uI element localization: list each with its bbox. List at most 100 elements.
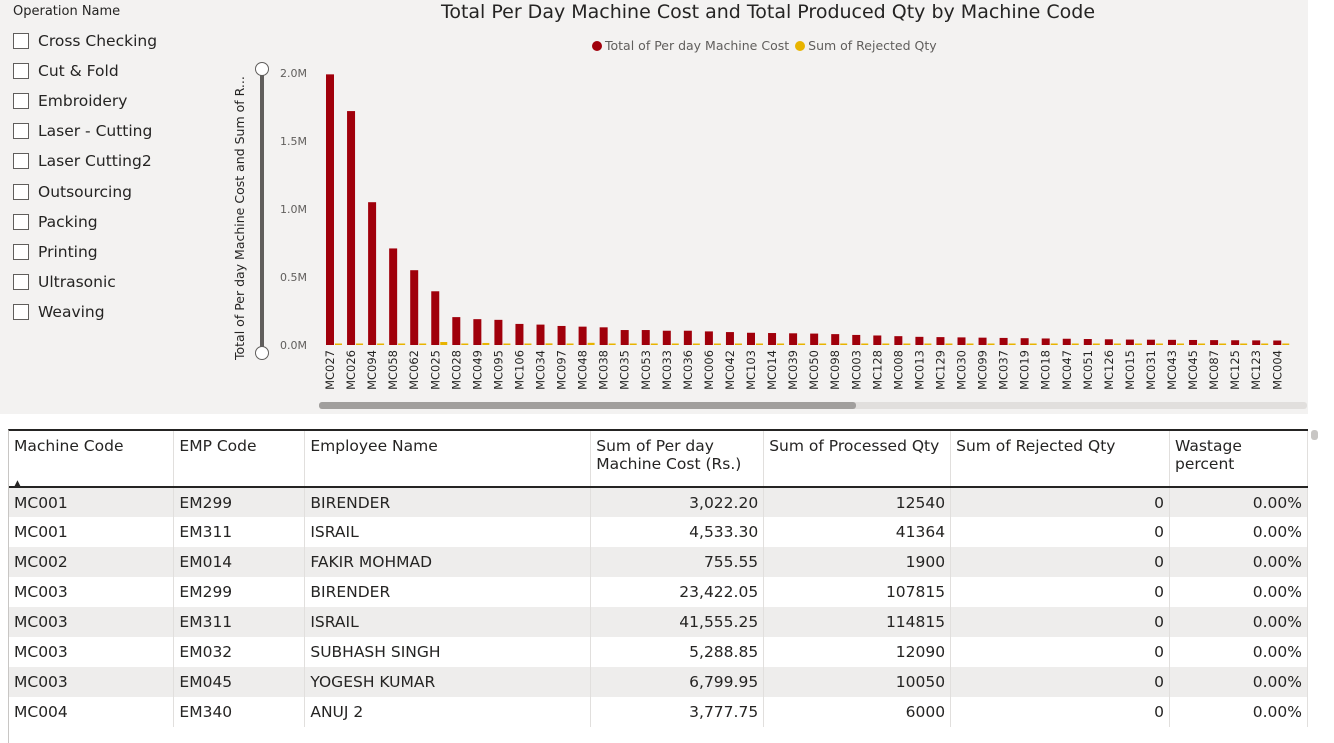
chart-scrollbar-thumb[interactable] [319, 402, 856, 409]
bar-rejected-qty [756, 343, 763, 345]
checkbox[interactable] [13, 33, 29, 50]
checkbox[interactable] [13, 63, 29, 80]
bar-machine-cost [915, 336, 924, 345]
bar-machine-cost [810, 333, 819, 345]
table-cell: EM045 [173, 667, 306, 697]
bar-machine-cost [515, 323, 524, 345]
table-row[interactable]: MC003 EM311 ISRAIL 41,555.25 114815 0 0.00% [9, 607, 1308, 637]
column-header[interactable]: EMP Code [173, 431, 306, 488]
y-axis-zoom-slider[interactable] [260, 68, 264, 354]
bar-machine-cost [1273, 340, 1282, 345]
column-header[interactable]: Sum of Rejected Qty [950, 431, 1170, 488]
x-tick-label: MC103 [744, 350, 758, 390]
bar-machine-cost [1020, 338, 1029, 345]
slicer-item[interactable]: Embroidery [13, 86, 157, 116]
table-cell: 0 [950, 547, 1170, 577]
x-tick-label: MC125 [1228, 350, 1242, 390]
column-header[interactable]: Machine Code ▲ [9, 431, 175, 489]
zoom-slider-bottom-handle[interactable] [255, 346, 269, 360]
bar-machine-cost [852, 334, 861, 345]
table-cell: MC001 [9, 487, 175, 517]
bar-rejected-qty [945, 343, 953, 345]
table-cell: FAKIR MOHMAD [304, 547, 592, 577]
bar-rejected-qty [1177, 343, 1184, 345]
bar-machine-cost [1041, 338, 1050, 345]
column-header[interactable]: Sum of Per day Machine Cost (Rs.) [590, 431, 765, 488]
x-tick-label: MC006 [702, 350, 716, 390]
legend-label: Sum of Rejected Qty [808, 38, 937, 53]
checkbox[interactable] [13, 93, 29, 110]
slicer-list: Cross Checking Cut & Fold Embroidery Laser … [13, 26, 157, 327]
column-header[interactable]: Sum of Processed Qty [763, 431, 952, 488]
table-cell: EM311 [173, 607, 306, 637]
slicer-item[interactable]: Cut & Fold [13, 56, 157, 86]
x-tick-label: MC008 [891, 350, 905, 390]
slicer-item[interactable]: Laser - Cutting [13, 116, 157, 146]
slicer-item[interactable]: Laser Cutting2 [13, 146, 157, 176]
slicer-item[interactable]: Weaving [13, 297, 157, 327]
table-cell: 0.00% [1169, 487, 1308, 517]
bar-rejected-qty [1092, 343, 1100, 345]
table-cell: 755.55 [590, 547, 765, 577]
bar-machine-cost [641, 330, 650, 345]
bar-machine-cost [789, 333, 798, 345]
sort-ascending-icon[interactable]: ▲ [14, 479, 21, 489]
column-header[interactable]: Employee Name [304, 431, 592, 488]
checkbox[interactable] [13, 183, 29, 200]
bar-rejected-qty [1071, 343, 1079, 345]
x-tick-label: MC045 [1186, 350, 1200, 390]
x-tick-label: MC129 [933, 350, 947, 390]
checkbox[interactable] [13, 153, 29, 170]
bar-rejected-qty [461, 343, 469, 345]
bar-machine-cost [1168, 339, 1176, 345]
table-cell: 0 [950, 637, 1170, 667]
bar-chart: 2.0M 1.5M 1.0M 0.5M 0.0M MC027 MC026 MC094 MC058… [280, 67, 1290, 390]
table-row[interactable]: MC002 EM014 FAKIR MOHMAD 755.55 1900 0 0.00% [9, 547, 1308, 577]
x-tick-label: MC049 [470, 350, 484, 390]
slicer-item[interactable]: Outsourcing [13, 176, 157, 206]
x-tick-label: MC123 [1249, 350, 1263, 390]
legend-item[interactable]: Total of Per day Machine Cost [592, 38, 789, 53]
slicer-item-label: Printing [38, 242, 98, 261]
table-cell: 10050 [763, 667, 952, 697]
table-cell: 107815 [763, 577, 952, 607]
table-cell: BIRENDER [304, 487, 592, 517]
x-tick-label: MC087 [1207, 350, 1221, 390]
bar-machine-cost [831, 334, 840, 345]
legend-item[interactable]: Sum of Rejected Qty [795, 38, 937, 53]
slicer-item[interactable]: Cross Checking [13, 26, 157, 56]
zoom-slider-top-handle[interactable] [255, 62, 269, 76]
bar-machine-cost [599, 327, 608, 345]
table-row[interactable]: MC001 EM311 ISRAIL 4,533.30 41364 0 0.00% [9, 517, 1308, 547]
bar-machine-cost [1125, 339, 1134, 345]
x-tick-label: MC013 [912, 350, 926, 390]
table-row[interactable]: MC003 EM299 BIRENDER 23,422.05 107815 0 0.00% [9, 577, 1308, 607]
bar-machine-cost [725, 332, 734, 345]
checkbox[interactable] [13, 273, 29, 290]
table-row[interactable]: MC003 EM032 SUBHASH SINGH 5,288.85 12090 0 0.0… [9, 637, 1308, 667]
table-row[interactable]: MC004 EM340 ANUJ 2 3,777.75 6000 0 0.00% [9, 697, 1308, 727]
slicer-item-label: Laser Cutting2 [38, 152, 152, 171]
slicer-item-label: Cross Checking [38, 32, 158, 51]
bar-machine-cost [873, 335, 882, 345]
checkbox[interactable] [13, 123, 29, 140]
bar-rejected-qty [692, 343, 700, 345]
table-body: MC001 EM299 BIRENDER 3,022.20 12540 0 0.00% MC0… [9, 487, 1308, 727]
table-scrollbar[interactable] [1311, 430, 1318, 440]
checkbox[interactable] [13, 303, 29, 320]
checkbox[interactable] [13, 213, 29, 230]
checkbox[interactable] [13, 243, 29, 260]
bar-rejected-qty [1113, 343, 1121, 345]
column-header[interactable]: Wastage percent [1169, 431, 1308, 488]
bar-machine-cost [1189, 339, 1198, 345]
x-tick-label: MC003 [849, 350, 863, 390]
slicer-item[interactable]: Printing [13, 237, 157, 267]
legend-dot-icon [795, 40, 806, 51]
bar-rejected-qty [419, 343, 427, 345]
x-tick-label: MC034 [534, 350, 548, 390]
bar-machine-cost [326, 74, 334, 346]
table-row[interactable]: MC001 EM299 BIRENDER 3,022.20 12540 0 0.00% [9, 487, 1308, 517]
slicer-item[interactable]: Ultrasonic [13, 267, 157, 297]
table-row[interactable]: MC003 EM045 YOGESH KUMAR 6,799.95 10050 0 0.00… [9, 667, 1308, 697]
slicer-item[interactable]: Packing [13, 207, 157, 237]
